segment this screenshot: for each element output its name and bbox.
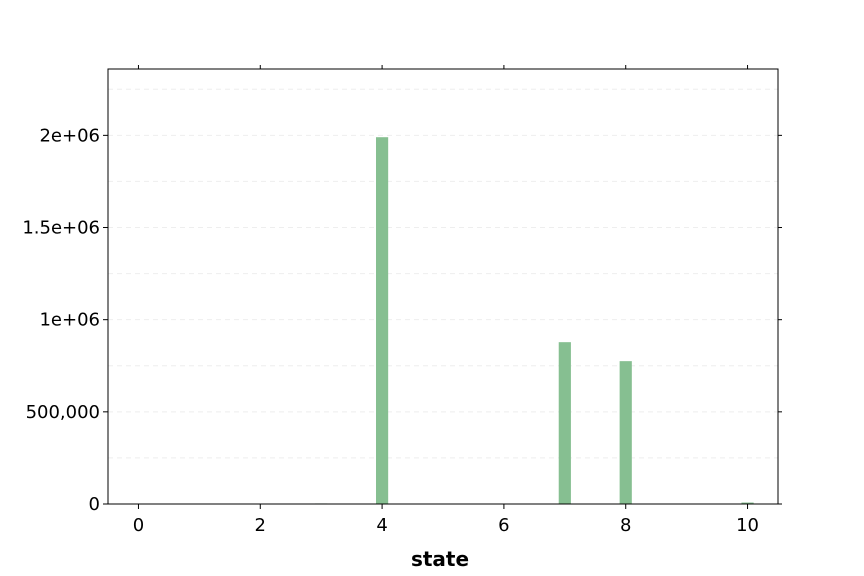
x-tick-label: 6 — [498, 515, 509, 536]
y-axis: 0 500,000 1e+06 1.5e+06 2e+06 — [22, 125, 782, 515]
bars — [315, 137, 754, 504]
bar — [619, 361, 632, 504]
x-tick-label: 4 — [376, 515, 387, 536]
bar — [741, 502, 754, 504]
x-tick-label: 0 — [133, 515, 144, 536]
x-tick-label: 10 — [736, 515, 759, 536]
y-tick-label: 1e+06 — [39, 310, 100, 331]
plot-frame — [107, 68, 779, 505]
x-tick-label: 8 — [620, 515, 631, 536]
y-tick-label: 1.5e+06 — [22, 218, 100, 239]
bar — [376, 137, 389, 504]
y-tick-label: 500,000 — [26, 402, 100, 423]
bar — [558, 342, 571, 504]
x-tick-label: 2 — [255, 515, 266, 536]
y-tick-label: 0 — [89, 494, 100, 515]
x-axis-title: state — [411, 547, 469, 571]
gridlines — [108, 88, 778, 459]
y-tick-label: 2e+06 — [39, 125, 100, 146]
x-axis: 0 2 4 6 8 10 — [133, 65, 759, 536]
